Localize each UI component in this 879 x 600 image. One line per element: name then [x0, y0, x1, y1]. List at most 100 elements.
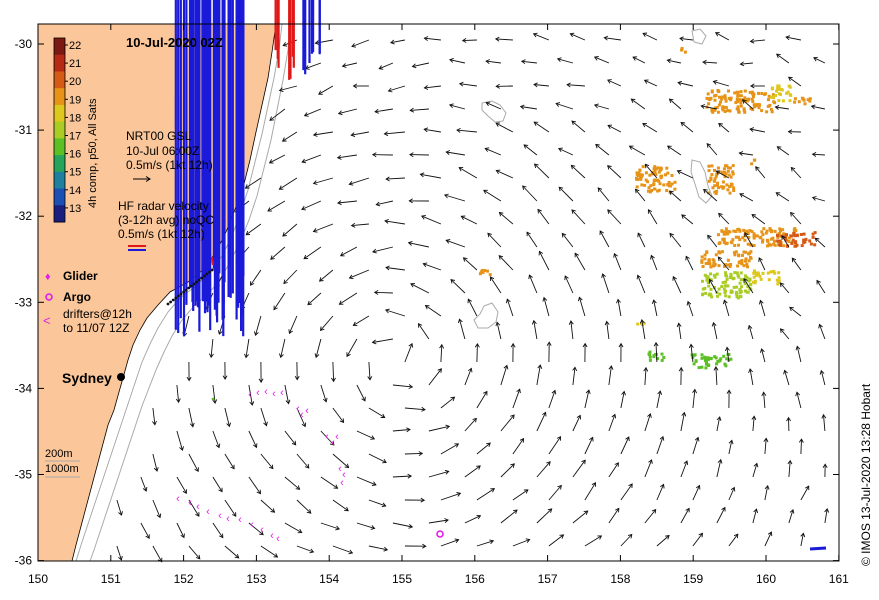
sst-pixel — [707, 102, 711, 106]
sst-pixel — [725, 164, 729, 168]
current-arrow — [758, 257, 766, 271]
current-arrow — [288, 315, 298, 334]
current-arrow — [789, 306, 802, 317]
sst-pixel — [757, 103, 761, 107]
current-arrowhead — [603, 35, 609, 41]
current-arrow — [667, 59, 681, 64]
current-arrow — [421, 215, 442, 225]
current-arrowhead — [335, 525, 341, 531]
sst-pixel — [786, 90, 790, 94]
current-arrow — [607, 125, 622, 133]
current-arrow — [390, 39, 405, 44]
current-arrowhead — [564, 275, 569, 281]
sst-pixel — [740, 285, 743, 289]
current-arrowhead — [714, 32, 720, 37]
current-arrow — [305, 62, 322, 70]
sst-pixel — [706, 92, 710, 96]
glider-legend-label: Glider — [63, 269, 98, 283]
sst-pixel — [726, 188, 730, 192]
hf-line-1: HF radar velocity — [118, 199, 209, 213]
sst-pixel — [738, 98, 742, 102]
sst-pixel — [726, 166, 730, 170]
current-arrowhead — [814, 237, 820, 243]
current-arrow — [637, 275, 646, 294]
current-arrowhead — [352, 83, 358, 89]
current-arrow — [440, 396, 455, 409]
current-arrowhead — [800, 532, 806, 538]
sst-pixel — [720, 285, 724, 288]
current-arrowhead — [533, 82, 538, 88]
current-arrowhead — [666, 145, 672, 150]
x-tick-label: 160 — [756, 572, 776, 586]
current-arrowhead — [373, 290, 379, 295]
current-arrowhead — [774, 104, 780, 110]
current-arrowhead — [650, 254, 655, 260]
sst-pixel — [694, 359, 698, 363]
current-arrowhead — [245, 230, 251, 236]
current-arrow — [718, 213, 730, 225]
depth-legend: 200m 1000m — [45, 448, 80, 478]
current-arrowhead — [821, 413, 827, 419]
current-arrow — [800, 485, 810, 501]
sst-pixel — [722, 230, 726, 234]
sst-pixel — [809, 242, 813, 246]
current-arrowhead — [695, 484, 701, 490]
current-arrowhead — [589, 436, 594, 442]
sst-pixel — [719, 357, 723, 361]
current-arrowhead — [383, 546, 389, 552]
current-arrow — [269, 154, 286, 164]
current-arrowhead — [341, 63, 347, 68]
sst-pixel — [713, 108, 717, 112]
current-arrow — [512, 438, 524, 455]
current-arrow — [500, 463, 515, 478]
sst-pixel — [747, 259, 751, 263]
current-arrowhead — [532, 32, 538, 38]
colorbar-tick-label: 19 — [69, 94, 81, 106]
sst-pixel — [756, 271, 760, 275]
sst-pixel — [779, 92, 782, 96]
current-arrowhead — [495, 122, 501, 127]
current-arrowhead — [312, 132, 318, 137]
current-arrowhead — [599, 230, 604, 236]
glider-position — [205, 272, 209, 276]
sst-pixel — [659, 166, 663, 170]
current-arrowhead — [267, 207, 273, 212]
current-arrow — [761, 348, 766, 363]
current-arrowhead — [666, 58, 672, 64]
current-arrowhead — [318, 277, 324, 282]
current-arrowhead — [741, 99, 747, 104]
current-arrow — [558, 148, 574, 156]
current-arrow — [543, 297, 550, 317]
current-arrow — [446, 239, 466, 248]
current-arrow — [814, 237, 826, 248]
argo-legend-marker — [45, 293, 53, 301]
current-arrowhead — [685, 255, 690, 261]
sst-pixel — [747, 236, 751, 239]
current-arrowhead — [593, 56, 599, 61]
current-arrowhead — [744, 232, 749, 237]
current-arrow — [464, 368, 472, 386]
current-arrowhead — [643, 79, 649, 84]
sst-pixel — [703, 257, 707, 261]
sst-pixel — [649, 184, 653, 188]
current-arrow — [332, 361, 335, 382]
x-tick-label: 157 — [538, 572, 558, 586]
current-arrowhead — [523, 144, 529, 149]
current-arrowhead — [614, 462, 619, 467]
sst-pixel — [748, 277, 752, 281]
y-tick-label: -35 — [15, 468, 33, 482]
current-arrow — [368, 545, 388, 551]
current-arrow — [780, 282, 790, 294]
current-arrow — [574, 253, 586, 271]
current-arrow — [116, 499, 122, 516]
glider-position — [190, 284, 193, 288]
sst-pixel — [715, 362, 719, 366]
sst-pixel — [750, 162, 754, 166]
current-arrow — [750, 128, 765, 133]
sst-pixel — [709, 177, 713, 181]
current-arrow — [584, 437, 594, 455]
current-arrowhead — [418, 322, 423, 328]
sst-pixel — [648, 173, 652, 177]
drifter-position: ‹ — [248, 389, 252, 401]
current-arrowhead — [145, 534, 150, 539]
